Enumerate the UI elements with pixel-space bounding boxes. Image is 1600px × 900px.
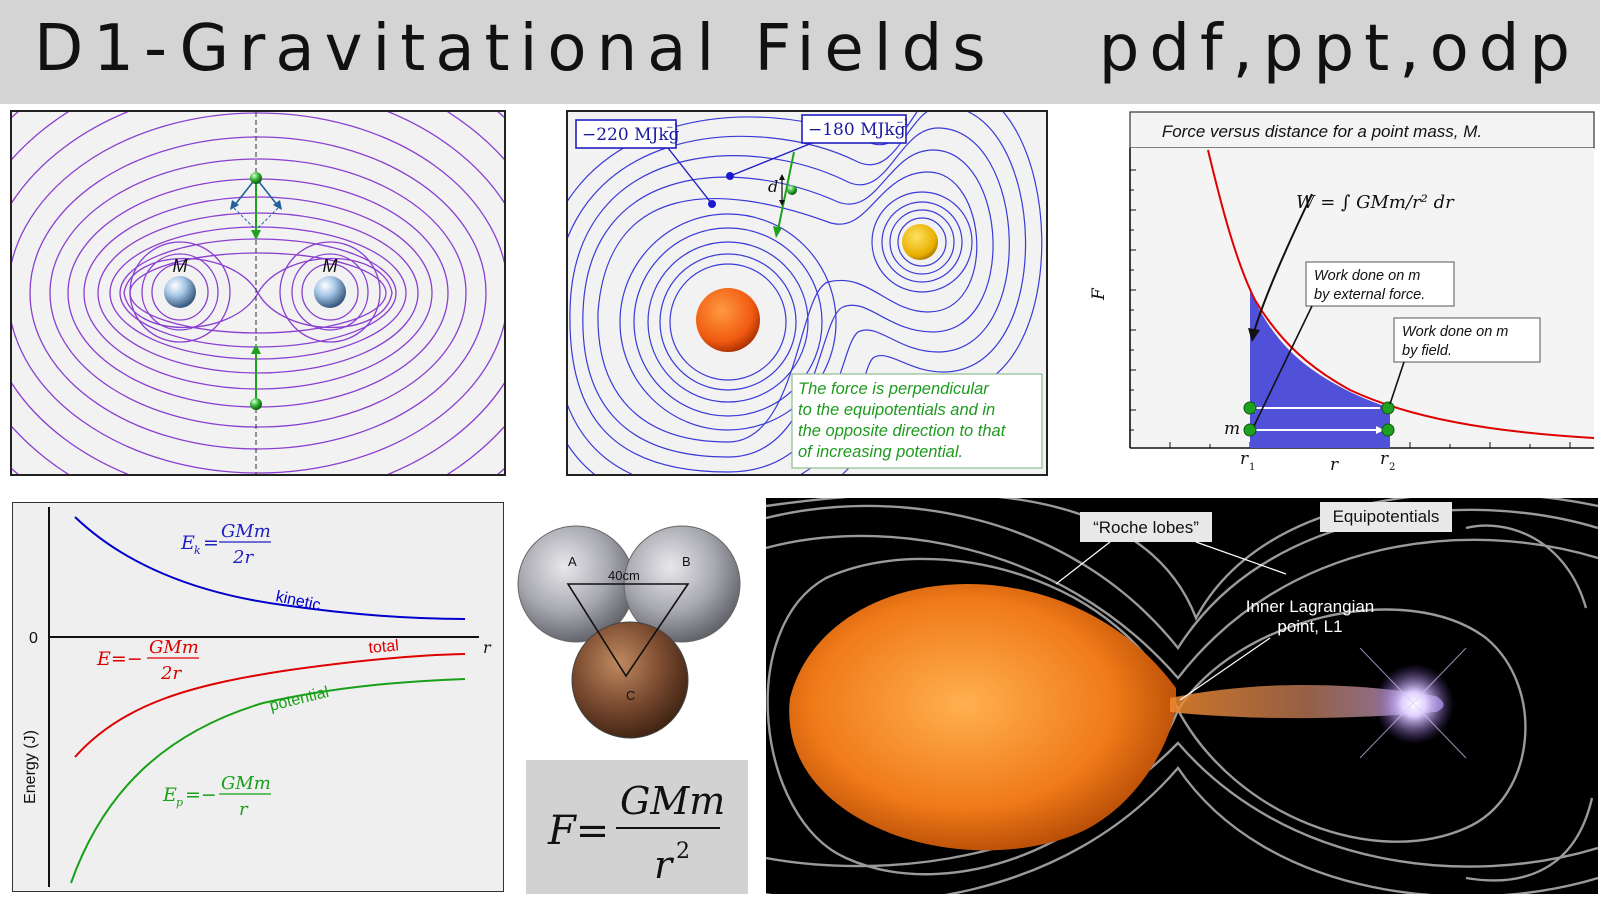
svg-text:=−: =− [185, 784, 217, 806]
force-curve [1207, 149, 1595, 439]
energy-graph: 0 r Energy (J) kinetic total potential E… [22, 507, 492, 887]
equipotential-curves [766, 498, 1598, 894]
field-note-box [791, 373, 1043, 469]
equipotential-lines [568, 112, 1043, 474]
roche-label-box [1080, 512, 1212, 542]
potential-curve [70, 678, 466, 884]
label-box-inner [575, 119, 677, 149]
ek-denominator: 2r [232, 547, 254, 568]
donor-star [789, 583, 1176, 851]
potential-label: potential [268, 684, 331, 715]
sphere-c [571, 621, 689, 739]
note-line-1: The force is perpendicular [798, 380, 990, 398]
equipotential-diagram: −220 MJkg −1 −180 MJkg −1 d The force is… [568, 112, 1043, 474]
small-moon [902, 224, 938, 260]
potential-label-outer: −180 MJkg [808, 120, 906, 140]
mass-label-m: m [1224, 419, 1240, 439]
ek-symbol: E [180, 532, 195, 554]
e-symbol: E=− [96, 648, 143, 670]
separation-distance: 40cm [608, 568, 640, 583]
formula-numerator: GMm [620, 779, 725, 823]
l1-label-line-2: point, L1 [1277, 617, 1342, 636]
potential-label-inner-exponent: −1 [666, 123, 679, 133]
formula-denominator: r [654, 843, 675, 887]
title-banner: D1-Gravitational Fields pdf,ppt,odp [0, 0, 1600, 104]
separation-triangle [566, 583, 690, 678]
equipotentials-label-box [1320, 502, 1452, 532]
ek-subscript: k [194, 544, 201, 557]
mass-label-left: M [173, 256, 188, 276]
mass-sphere-left [164, 276, 196, 308]
two-mass-field-panel: M M [10, 110, 506, 476]
potential-label-outer-exponent: −1 [896, 118, 909, 128]
equipotential-panel: −220 MJkg −1 −180 MJkg −1 d The force is… [566, 110, 1048, 476]
mass-label-right: M [323, 256, 338, 276]
mass-sphere-right [314, 276, 346, 308]
two-mass-contour-diagram: M M [12, 112, 504, 474]
x-axis-label: r [1330, 455, 1339, 475]
formula-exponent: 2 [676, 839, 690, 864]
gravitation-formula: F= GMm r 2 [547, 779, 725, 887]
test-mass-top [250, 172, 262, 184]
file-formats: pdf,ppt,odp [1098, 12, 1580, 86]
ep-numerator: GMm [221, 773, 271, 794]
page-title: D1-Gravitational Fields [34, 12, 996, 86]
potential-label-inner: −220 MJkg [582, 125, 680, 145]
kinetic-label: kinetic [274, 588, 322, 614]
note-line-4: of increasing potential. [798, 443, 963, 461]
ep-subscript: p [176, 796, 183, 809]
gravitation-formula-box: F= GMm r 2 [526, 760, 748, 894]
field-work-line-1: Work done on m [1402, 324, 1508, 340]
sphere-label-a: A [568, 554, 577, 569]
test-mass-bottom [250, 398, 262, 410]
ep-symbol: E [162, 784, 177, 806]
sphere-label-b: B [682, 554, 691, 569]
energy-graph-panel: 0 r Energy (J) kinetic total potential E… [12, 502, 504, 892]
l1-label-line-1: Inner Lagrangian [1246, 597, 1375, 616]
large-planet [696, 288, 760, 352]
ep-denominator: r [239, 799, 249, 820]
ek-numerator: GMm [221, 521, 271, 542]
graph-title: Force versus distance for a point mass, … [1162, 122, 1482, 141]
three-spheres-panel: A B C 40cm [516, 524, 756, 748]
note-line-3: the opposite direction to that [798, 422, 1007, 440]
roche-lobe-panel: “Roche lobes” Equipotentials Inner Lagra… [766, 498, 1598, 894]
r-axis-label: r [483, 638, 492, 657]
e-denominator: 2r [160, 663, 182, 684]
formula-lhs: F= [547, 808, 609, 854]
test-mass [787, 185, 797, 195]
total-curve [74, 653, 466, 758]
three-spheres-diagram: A B C 40cm [517, 525, 741, 739]
energy-axis-label: Energy (J) [22, 730, 39, 804]
force-distance-graph: Force versus distance for a point mass, … [1090, 111, 1595, 475]
svg-text:=: = [203, 532, 219, 554]
r2-label: r [1380, 449, 1389, 469]
force-distance-panel: Force versus distance for a point mass, … [1090, 110, 1598, 482]
roche-lobe-diagram: “Roche lobes” Equipotentials Inner Lagra… [766, 498, 1598, 894]
total-label: total [368, 637, 400, 657]
label-box-outer [801, 114, 907, 144]
work-equation-box [1290, 168, 1476, 226]
y-axis-label: F [1090, 287, 1109, 301]
e-numerator: GMm [149, 637, 199, 658]
field-force-arrow [777, 151, 795, 231]
work-equation: W = ∫ GMm/r² dr [1296, 192, 1455, 213]
ext-work-line-2: by external force. [1314, 287, 1425, 303]
r2-subscript: 2 [1389, 462, 1395, 473]
distance-label: d [768, 177, 778, 196]
equipotential-contours [12, 112, 504, 474]
zero-label: 0 [29, 630, 38, 647]
sphere-label-c: C [626, 688, 635, 703]
field-work-line-2: by field. [1402, 343, 1452, 359]
kinetic-curve [74, 516, 466, 620]
ext-work-line-1: Work done on m [1314, 268, 1420, 284]
r1-subscript: 1 [1249, 462, 1255, 473]
equipotentials-label: Equipotentials [1333, 507, 1440, 526]
r1-label: r [1240, 449, 1249, 469]
note-line-2: to the equipotentials and in [798, 401, 995, 419]
roche-lobes-label: “Roche lobes” [1093, 518, 1199, 537]
